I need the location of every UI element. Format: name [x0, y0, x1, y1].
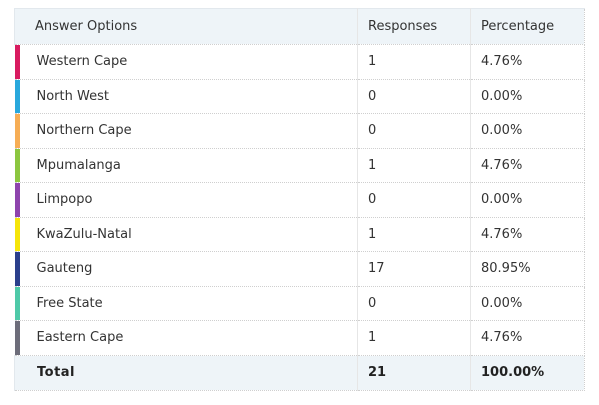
- responses-cell: 1: [357, 148, 471, 183]
- responses-cell: 0: [357, 182, 471, 218]
- option-label: Gauteng: [36, 261, 93, 277]
- total-row: Total 21 100.00%: [14, 355, 585, 391]
- option-label: KwaZulu-Natal: [36, 226, 132, 242]
- table-row: North West 0 0.00%: [14, 79, 585, 114]
- option-cell: Mpumalanga: [14, 148, 358, 183]
- option-cell: Limpopo: [14, 182, 358, 218]
- option-cell: North West: [14, 79, 358, 114]
- color-bar: [14, 183, 20, 217]
- responses-cell: 17: [357, 251, 471, 287]
- table-row: Eastern Cape 1 4.76%: [14, 320, 585, 356]
- percentage-cell: 4.76%: [470, 217, 585, 252]
- option-label: Free State: [36, 295, 103, 311]
- color-bar: [14, 252, 20, 286]
- color-bar: [14, 217, 20, 251]
- table-body: Western Cape 1 4.76% North West 0 0.00% …: [14, 44, 585, 356]
- percentage-cell: 4.76%: [470, 320, 585, 356]
- header-percentage: Percentage: [470, 8, 585, 45]
- percentage-cell: 0.00%: [470, 113, 585, 149]
- color-bar: [14, 114, 20, 148]
- responses-cell: 0: [357, 286, 471, 321]
- table-row: KwaZulu-Natal 1 4.76%: [14, 217, 585, 252]
- header-responses: Responses: [357, 8, 471, 45]
- color-bar: [14, 286, 20, 320]
- percentage-cell: 0.00%: [470, 79, 585, 114]
- option-cell: Northern Cape: [14, 113, 358, 149]
- table-row: Northern Cape 0 0.00%: [14, 113, 585, 149]
- table-row: Western Cape 1 4.76%: [14, 44, 585, 80]
- option-cell: KwaZulu-Natal: [14, 217, 358, 252]
- table-footer: Total 21 100.00%: [14, 355, 585, 391]
- option-cell: Gauteng: [14, 251, 358, 287]
- total-percentage: 100.00%: [470, 355, 585, 391]
- color-bar: [14, 79, 20, 113]
- option-label: Eastern Cape: [36, 330, 124, 346]
- percentage-cell: 4.76%: [470, 148, 585, 183]
- percentage-cell: 4.76%: [470, 44, 585, 80]
- percentage-cell: 80.95%: [470, 251, 585, 287]
- total-responses: 21: [357, 355, 471, 391]
- color-bar: [14, 148, 20, 182]
- option-label: North West: [36, 88, 109, 104]
- color-bar: [14, 321, 20, 355]
- header-row: Answer Options Responses Percentage: [14, 8, 585, 45]
- option-cell: Western Cape: [14, 44, 358, 80]
- responses-cell: 1: [357, 320, 471, 356]
- total-label: Total: [14, 355, 358, 391]
- responses-cell: 1: [357, 217, 471, 252]
- option-cell: Free State: [14, 286, 358, 321]
- results-table: Answer Options Responses Percentage West…: [14, 8, 585, 391]
- option-label: Northern Cape: [36, 123, 132, 139]
- option-label: Western Cape: [36, 54, 128, 70]
- percentage-cell: 0.00%: [470, 286, 585, 321]
- option-label: Mpumalanga: [36, 157, 121, 173]
- table-row: Gauteng 17 80.95%: [14, 251, 585, 287]
- table-row: Mpumalanga 1 4.76%: [14, 148, 585, 183]
- responses-cell: 0: [357, 79, 471, 114]
- option-cell: Eastern Cape: [14, 320, 358, 356]
- responses-cell: 0: [357, 113, 471, 149]
- header-answer-options: Answer Options: [14, 8, 358, 45]
- table-header: Answer Options Responses Percentage: [14, 8, 585, 45]
- table-row: Free State 0 0.00%: [14, 286, 585, 321]
- option-label: Limpopo: [36, 192, 93, 208]
- responses-cell: 1: [357, 44, 471, 80]
- percentage-cell: 0.00%: [470, 182, 585, 218]
- table-row: Limpopo 0 0.00%: [14, 182, 585, 218]
- color-bar: [14, 45, 20, 79]
